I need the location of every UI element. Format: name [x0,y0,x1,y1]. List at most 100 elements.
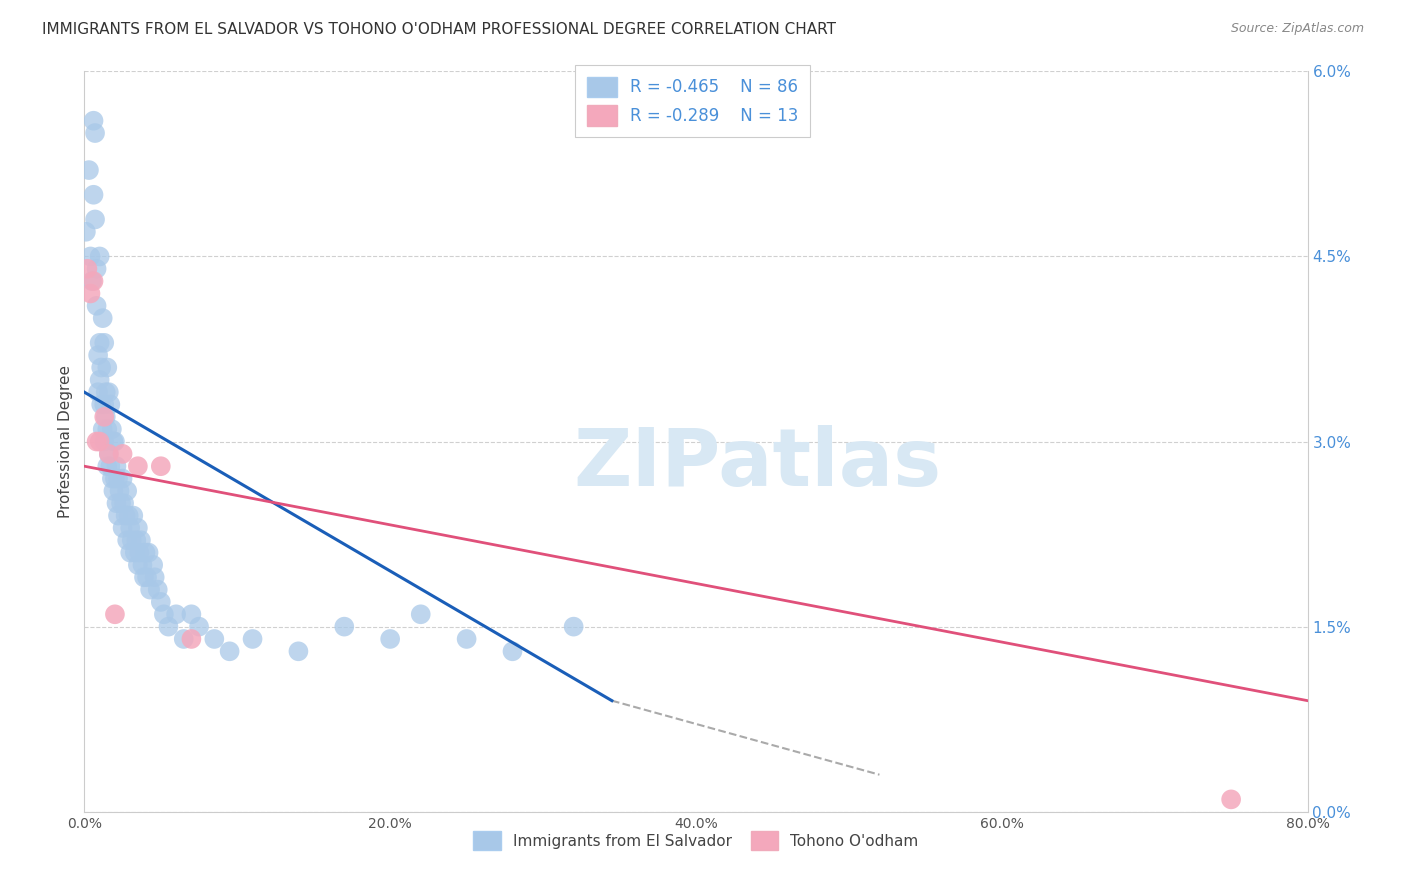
Point [202,632,225,646]
Point [101,422,124,436]
Point [89,250,111,264]
Point [83,113,105,128]
Point [105,496,128,510]
Point [97,447,120,461]
Point [111,447,134,461]
Point [132,570,155,584]
Point [93,434,115,449]
Point [86,299,108,313]
Point [89,434,111,449]
Point [456,632,478,646]
Point [157,619,180,633]
Point [80,274,103,288]
Point [115,483,138,498]
Point [165,607,187,622]
Point [146,582,169,597]
Point [107,471,129,485]
Point [94,409,117,424]
Point [89,335,111,350]
Point [98,459,121,474]
Point [87,348,110,362]
Point [107,508,129,523]
Point [89,373,111,387]
Text: Source: ZipAtlas.com: Source: ZipAtlas.com [1230,22,1364,36]
Point [98,398,121,412]
Point [93,335,115,350]
Point [79,286,101,301]
Point [173,632,195,646]
Point [120,521,142,535]
Point [135,545,157,560]
Point [108,483,131,498]
Point [188,619,211,633]
Point [142,558,165,572]
Point [97,385,120,400]
Point [139,582,162,597]
Point [138,545,160,560]
Point [83,274,105,288]
Point [502,644,524,658]
Point [93,398,115,412]
Point [242,632,264,646]
Point [76,261,98,276]
Point [104,607,127,622]
Point [105,459,128,474]
Point [124,545,146,560]
Point [409,607,432,622]
Point [91,311,114,326]
Point [380,632,402,646]
Point [84,212,107,227]
Point [127,521,149,535]
Point [75,225,97,239]
Point [115,533,138,548]
Point [180,607,202,622]
Point [153,607,176,622]
Point [97,447,120,461]
Point [122,508,145,523]
Point [562,619,585,633]
Point [96,422,118,436]
Y-axis label: Professional Degree: Professional Degree [58,365,73,518]
Point [93,409,115,424]
Point [103,483,125,498]
Point [118,508,141,523]
Point [104,434,127,449]
Point [218,644,240,658]
Point [90,398,112,412]
Point [110,496,132,510]
Point [84,126,107,140]
Point [114,508,136,523]
Point [111,521,134,535]
Point [90,360,112,375]
Point [96,459,118,474]
Point [86,434,108,449]
Point [149,459,172,474]
Point [112,496,135,510]
Point [96,360,118,375]
Point [180,632,202,646]
Point [125,533,148,548]
Point [104,471,127,485]
Point [79,250,101,264]
Point [127,558,149,572]
Point [1220,792,1243,806]
Point [128,545,150,560]
Text: ZIPatlas: ZIPatlas [574,425,941,503]
Point [129,533,152,548]
Point [83,187,105,202]
Point [86,261,108,276]
Point [120,545,142,560]
Legend: Immigrants from El Salvador, Tohono O'odham: Immigrants from El Salvador, Tohono O'od… [467,825,925,856]
Point [131,558,153,572]
Point [136,570,159,584]
Point [287,644,309,658]
Point [87,385,110,400]
Point [101,471,124,485]
Point [91,422,114,436]
Point [77,163,100,178]
Point [149,595,172,609]
Point [143,570,166,584]
Text: IMMIGRANTS FROM EL SALVADOR VS TOHONO O'ODHAM PROFESSIONAL DEGREE CORRELATION CH: IMMIGRANTS FROM EL SALVADOR VS TOHONO O'… [42,22,837,37]
Point [333,619,356,633]
Point [127,459,149,474]
